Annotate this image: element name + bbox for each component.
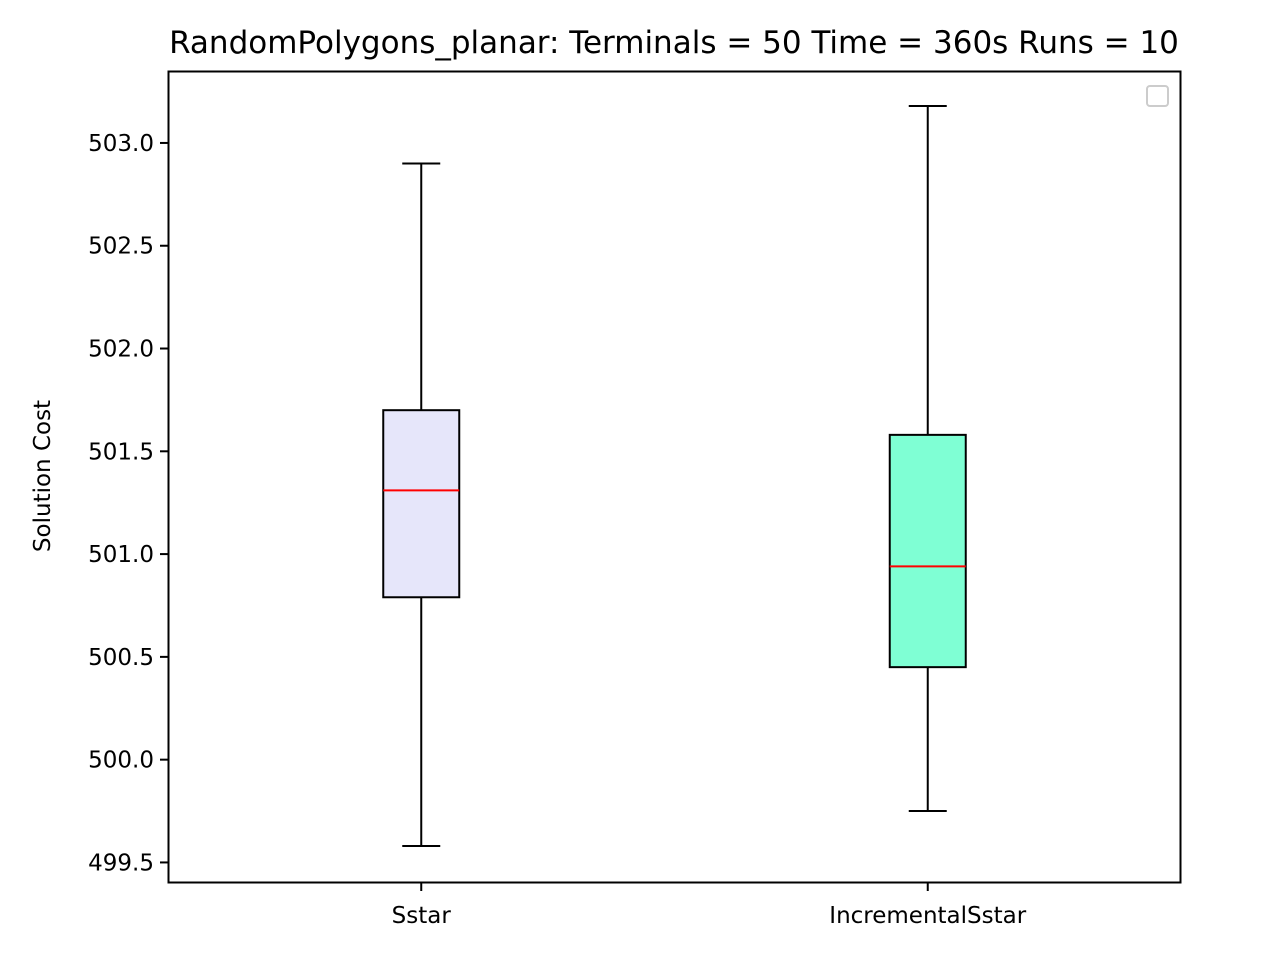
y-tick-label: 503.0 — [88, 131, 154, 157]
y-tick-label: 499.5 — [88, 850, 154, 876]
empty-legend-box — [1146, 85, 1169, 107]
y-tick-label: 501.0 — [88, 542, 154, 568]
chart-title: RandomPolygons_planar: Terminals = 50 Ti… — [169, 25, 1179, 61]
x-tick-label: IncrementalSstar — [829, 903, 1026, 929]
y-axis-label: Solution Cost — [30, 400, 56, 552]
y-tick-label: 502.5 — [88, 234, 154, 260]
y-tick-label: 500.5 — [88, 645, 154, 671]
y-tick-label: 502.0 — [88, 337, 154, 363]
y-tick-label: 500.0 — [88, 748, 154, 774]
plot-marks: 499.5 500.0 500.5 501.0 501.5 502.0 502.5 503.0… — [88, 104, 1027, 929]
plot-area-frame — [167, 70, 1182, 884]
x-tick-label: Sstar — [392, 903, 452, 929]
iqr-box — [382, 409, 461, 599]
y-tick-label: 501.5 — [88, 439, 154, 465]
iqr-box — [888, 433, 967, 669]
